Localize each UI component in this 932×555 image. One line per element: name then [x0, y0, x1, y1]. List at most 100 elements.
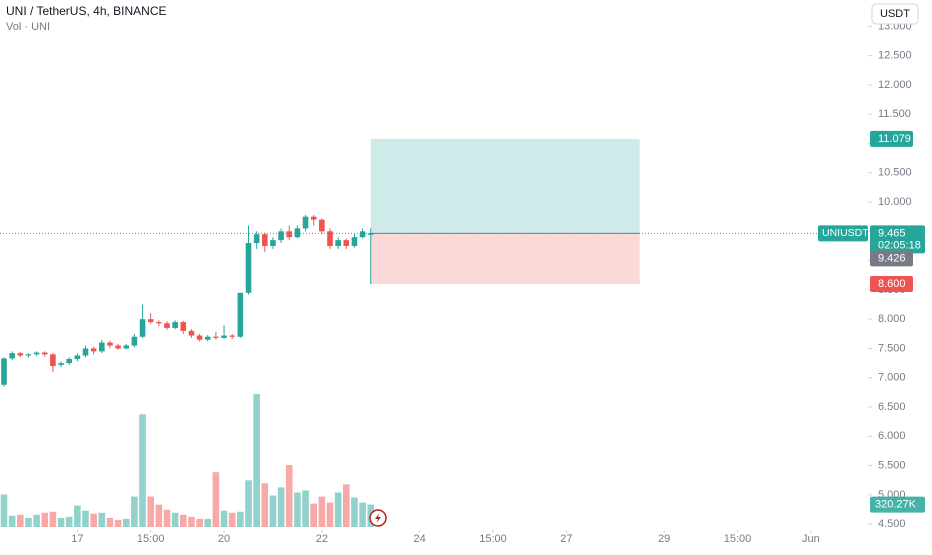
volume-bar	[139, 414, 146, 527]
volume-bar	[261, 483, 269, 527]
y-tick-label: 6.000	[878, 430, 906, 442]
volume-bar	[180, 514, 187, 527]
alert-bolt	[375, 513, 381, 523]
volume-bar	[25, 517, 32, 527]
candle-body	[196, 335, 203, 340]
marker-box	[870, 250, 913, 267]
candle-body	[327, 231, 333, 246]
candle-body	[359, 231, 366, 238]
volume-bar	[359, 502, 366, 527]
volume-bar	[33, 514, 40, 527]
y-tick-label: 12.500	[878, 50, 912, 62]
volume-bar	[212, 472, 220, 527]
volume-bar	[269, 495, 277, 527]
x-tick-label: 22	[316, 533, 328, 545]
volume-bar	[253, 394, 260, 527]
countdown-label: 02:05:18	[878, 239, 921, 251]
candle-body	[229, 335, 235, 337]
volume-bar	[285, 465, 293, 527]
candle-body	[156, 322, 162, 324]
volume-bar	[343, 484, 350, 527]
volume-bar	[41, 512, 49, 527]
volume-label: 320.27K	[875, 498, 917, 510]
stop-label-box	[870, 276, 913, 293]
volume-bar	[326, 502, 334, 527]
x-tick-label: 15:00	[137, 533, 165, 545]
candle-body	[237, 292, 244, 337]
volume-bar	[17, 514, 24, 527]
x-tick-label: 20	[218, 533, 230, 545]
alert-icon[interactable]	[369, 509, 387, 527]
candle-body	[319, 219, 325, 232]
candle-body	[367, 233, 374, 235]
volume-bar	[98, 512, 106, 527]
x-tick-label: 15:00	[479, 533, 507, 545]
volume-bar	[57, 517, 65, 527]
x-tick-label: 15:00	[724, 533, 752, 545]
candle-body	[99, 342, 105, 352]
volume-bar	[106, 517, 114, 527]
candle-body	[180, 322, 187, 331]
candle-body	[294, 228, 301, 238]
currency-button[interactable]: USDT	[871, 3, 919, 25]
y-tick-label: 10.000	[878, 196, 912, 208]
volume-bar	[277, 487, 285, 527]
candle-body	[74, 355, 81, 359]
candle-body	[123, 345, 130, 349]
candle-body	[147, 319, 154, 323]
candle-body	[25, 354, 32, 356]
volume-bar	[220, 510, 228, 527]
candle-body	[188, 330, 195, 336]
volume-bar	[171, 512, 179, 527]
x-tick-label: 27	[560, 533, 572, 545]
symbol-box	[818, 225, 868, 242]
chart-title: UNI / TetherUS, 4h, BINANCE	[6, 4, 167, 18]
volume-bar	[188, 516, 195, 527]
y-tick-label: 6.500	[878, 401, 906, 413]
y-tick-label: 11.500	[878, 108, 911, 120]
candle-body	[107, 342, 113, 346]
target-label-box	[870, 130, 913, 147]
volume-bar	[318, 496, 326, 527]
candle-body	[221, 335, 227, 338]
candle-body	[50, 354, 56, 367]
last-price-box	[870, 225, 925, 254]
candle-body	[1, 358, 7, 385]
x-tick-label: 24	[414, 533, 426, 545]
candle-body	[302, 216, 309, 229]
candle-body	[33, 352, 40, 355]
candle-body	[343, 240, 350, 246]
volume-label-box	[870, 496, 925, 513]
candle-body	[66, 358, 72, 364]
volume-bar	[74, 505, 81, 527]
volume-bar	[196, 518, 203, 527]
candle-body	[245, 243, 252, 293]
candle-body	[270, 240, 276, 246]
currency-button-box	[871, 3, 919, 25]
volume-bar	[245, 480, 252, 527]
candle-body	[164, 323, 170, 328]
candle-body	[90, 348, 97, 352]
volume-bar	[49, 511, 57, 527]
candle-body	[253, 234, 260, 244]
volume-bar	[294, 492, 301, 527]
volume-bar	[310, 503, 317, 527]
loss-zone	[370, 233, 640, 285]
candle-body	[131, 336, 138, 346]
candle-body	[82, 348, 89, 356]
candle-body	[262, 234, 268, 246]
candle-body	[351, 237, 358, 246]
y-tick-label: 7.000	[878, 372, 906, 384]
y-tick-label: 5.500	[878, 459, 906, 471]
volume-bar	[114, 519, 122, 527]
volume-bar	[8, 515, 16, 527]
volume-bar	[237, 511, 244, 527]
y-tick-label: 7.500	[878, 342, 906, 354]
candle-body	[310, 216, 317, 220]
candle-body	[17, 353, 24, 356]
volume-bar	[147, 496, 154, 527]
chart-subtitle: Vol · UNI	[6, 21, 50, 33]
volume-bar	[0, 494, 8, 527]
candle-body	[335, 240, 341, 246]
